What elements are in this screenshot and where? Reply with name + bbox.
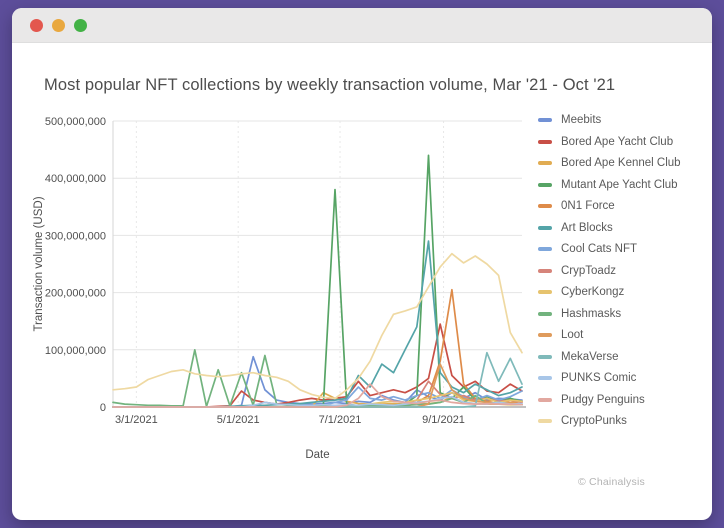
legend-swatch-icon [538, 182, 552, 187]
legend-label: PUNKS Comic [561, 372, 637, 384]
legend-item: Bored Ape Kennel Club [538, 157, 706, 169]
legend-swatch-icon [538, 376, 552, 380]
legend-label: MekaVerse [561, 350, 619, 363]
legend-item: MekaVerse [538, 351, 706, 363]
legend-label: Loot [561, 329, 584, 341]
y-tick-label: 300,000,000 [45, 230, 106, 242]
legend-label: Cool Cats NFT [561, 243, 638, 255]
legend-swatch-icon [538, 354, 552, 359]
chainalysis-credit: © Chainalysis [578, 476, 645, 488]
x-tick-label: 5/1/2021 [217, 414, 260, 426]
legend-swatch-icon [538, 268, 552, 273]
legend-label: Hashmasks [561, 307, 622, 320]
legend-swatch-icon [538, 311, 552, 316]
x-tick-label: 9/1/2021 [422, 414, 465, 426]
legend-label: CrypToadz [561, 264, 616, 277]
legend-item: Pudgy Penguins [538, 394, 706, 406]
legend-swatch-icon [538, 247, 552, 251]
legend-item: Meebits [538, 114, 706, 126]
legend-swatch-icon [538, 161, 552, 165]
series-line-art-blocks [112, 240, 523, 408]
legend-item: Art Blocks [538, 222, 706, 234]
legend-label: Meebits [561, 114, 602, 126]
legend-label: Bored Ape Yacht Club [561, 135, 674, 148]
chart-canvas: 3/1/2021 5/1/2021 7/1/2021 9/1/2021 0 100,000… [33, 116, 526, 461]
legend-swatch-icon [538, 290, 552, 294]
legend-item: PUNKS Comic [538, 372, 706, 384]
legend-label: CyberKongz [561, 286, 625, 298]
window-titlebar [12, 8, 712, 43]
legend-item: CyberKongz [538, 286, 706, 298]
close-button[interactable] [30, 18, 43, 32]
chart-title: Most popular NFT collections by weekly t… [44, 76, 616, 94]
legend-item: Mutant Ape Yacht Club [538, 179, 706, 191]
y-tick-label: 400,000,000 [45, 173, 106, 185]
chart-legend: Meebits Bored Ape Yacht Club Bored Ape K… [538, 114, 706, 427]
legend-item: Bored Ape Yacht Club [538, 136, 706, 148]
legend-item: 0N1 Force [538, 200, 706, 212]
series-line-cryptopunks [112, 252, 523, 400]
legend-label: Mutant Ape Yacht Club [561, 178, 678, 191]
legend-item: Loot [538, 329, 706, 341]
legend-item: CrypToadz [538, 265, 706, 277]
legend-label: Bored Ape Kennel Club [561, 157, 681, 169]
legend-swatch-icon [538, 118, 552, 122]
legend-swatch-icon [538, 204, 552, 208]
legend-label: Art Blocks [561, 221, 613, 234]
y-axis-title: Transaction volume (USD) [33, 196, 45, 331]
legend-label: 0N1 Force [561, 200, 615, 212]
legend-item: CryptoPunks [538, 415, 706, 427]
x-tick-label: 3/1/2021 [115, 414, 158, 426]
y-tick-label: 100,000,000 [45, 345, 106, 357]
y-tick-label: 500,000,000 [45, 116, 106, 128]
legend-swatch-icon [538, 225, 552, 230]
legend-swatch-icon [538, 419, 552, 423]
legend-swatch-icon [538, 397, 552, 402]
y-tick-label: 200,000,000 [45, 288, 106, 300]
legend-label: Pudgy Penguins [561, 393, 645, 406]
series-line-mutant-ape-yacht-club [112, 154, 523, 408]
legend-item: Cool Cats NFT [538, 243, 706, 255]
legend-label: CryptoPunks [561, 415, 627, 427]
x-axis-title: Date [305, 449, 329, 461]
legend-swatch-icon [538, 333, 552, 337]
app-window: Most popular NFT collections by weekly t… [12, 8, 712, 520]
minimize-button[interactable] [52, 18, 65, 32]
series-line-pudgy-penguins [112, 383, 523, 408]
legend-swatch-icon [538, 139, 552, 144]
y-tick-label: 0 [100, 402, 106, 414]
legend-item: Hashmasks [538, 308, 706, 320]
zoom-button[interactable] [74, 18, 87, 32]
series-line-hashmasks [112, 348, 523, 408]
x-tick-label: 7/1/2021 [319, 414, 362, 426]
